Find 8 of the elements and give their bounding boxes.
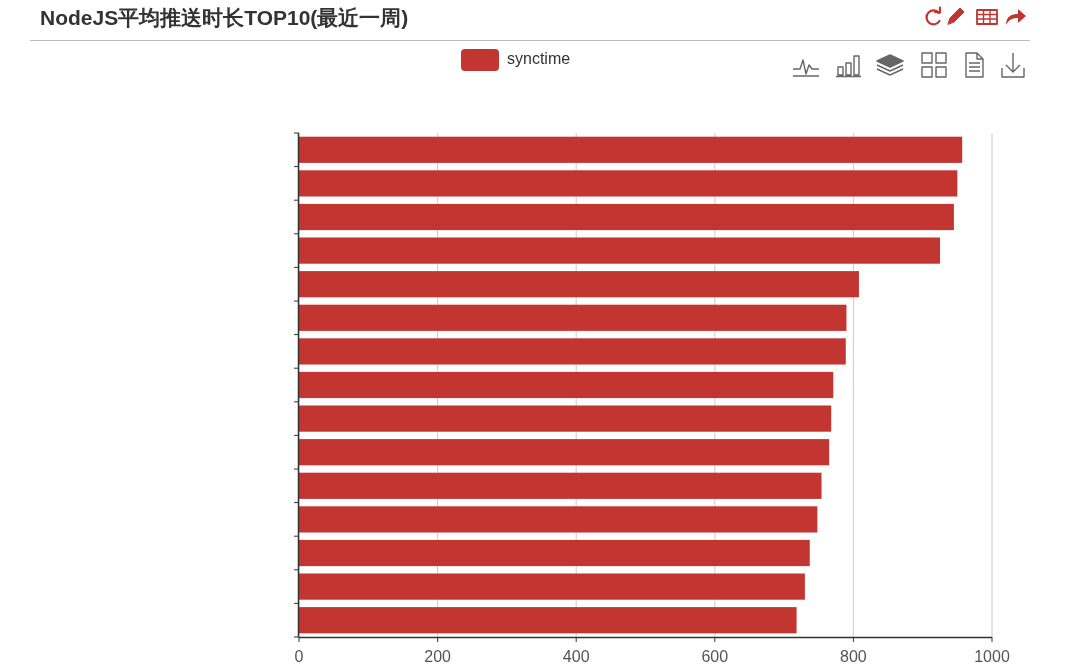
x-tick-label: 400 <box>562 648 590 665</box>
title: NodeJS平均推送时长TOP10(最近一周) <box>40 6 409 29</box>
legend-label: synctime <box>507 50 571 67</box>
x-tick-label: 200 <box>424 648 451 665</box>
x-tick-label: 600 <box>701 648 729 665</box>
x-tick-label: 800 <box>840 648 867 665</box>
x-tick-label: 0 <box>294 648 304 665</box>
x-tick-label: 1000 <box>974 648 1010 665</box>
